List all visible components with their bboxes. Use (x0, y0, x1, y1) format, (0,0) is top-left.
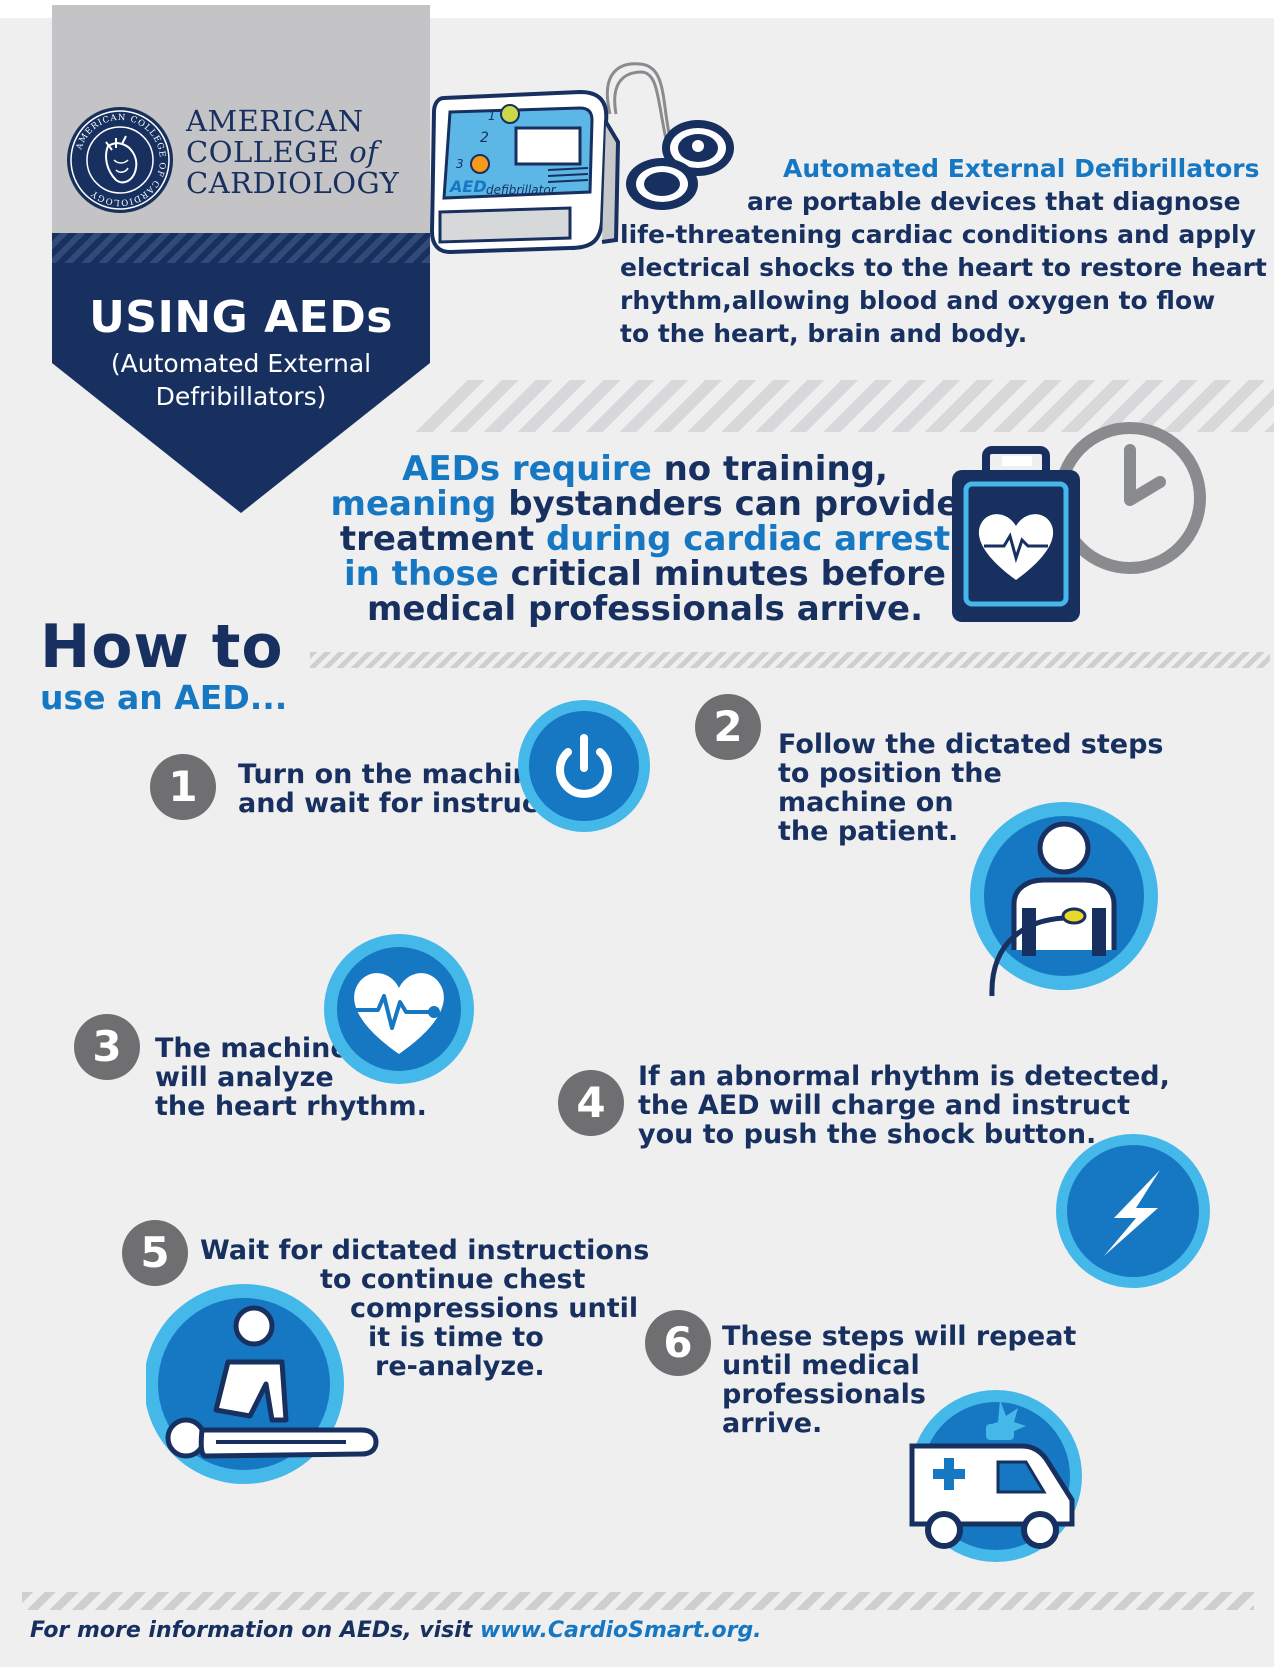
cpr-icon (146, 1284, 379, 1484)
svg-text:defibrillator: defibrillator (486, 183, 557, 197)
org-name-line3: CARDIOLOGY (186, 166, 400, 200)
power-icon (518, 700, 650, 832)
svg-text:2: 2 (480, 130, 489, 146)
step-3-text: The machine will analyze the heart rhyth… (155, 1033, 427, 1122)
step-2-text: Follow the dictated steps to position th… (778, 729, 1164, 847)
svg-text:3: 3 (456, 157, 464, 171)
page-subtitle: (Automated External Defribillators) (110, 349, 372, 411)
patient-pads-icon (970, 802, 1158, 997)
step-5-number: 5 (122, 1220, 188, 1286)
howto-subtitle: use an AED... (40, 678, 288, 717)
step-2-number: 2 (695, 694, 761, 760)
step-6-text: These steps will repeat until medical pr… (722, 1321, 1077, 1439)
step-5-text: Wait for dictated instructions to contin… (200, 1235, 650, 1382)
aed-kit-clock-icon (952, 422, 1206, 622)
step-6-number: 6 (645, 1310, 711, 1376)
training-statement: AEDs require no training, meaning bystan… (330, 449, 960, 629)
heart-rhythm-icon (324, 934, 474, 1084)
step-4-number: 4 (558, 1070, 624, 1136)
page-title: USING AEDs (89, 292, 393, 343)
svg-text:1: 1 (488, 109, 496, 123)
aed-device-illustration: 1 2 3 AED defibrillator (430, 62, 734, 255)
banner-stripe (52, 233, 430, 263)
howto-title: How to (40, 612, 284, 682)
footer-note: For more information on AEDs, visit www.… (30, 1618, 762, 1643)
ambulance-icon (909, 1390, 1082, 1562)
svg-text:AED: AED (448, 177, 487, 196)
org-name-line2: COLLEGE of (186, 135, 379, 169)
acc-seal-icon: AMERICAN COLLEGE OF CARDIOLOGY (67, 107, 173, 213)
org-name-line1: AMERICAN (186, 104, 364, 138)
step-4-text: If an abnormal rhythm is detected, the A… (638, 1061, 1170, 1150)
footer-divider (22, 1592, 1254, 1610)
cardiosmart-link[interactable]: www.CardioSmart.org. (479, 1618, 762, 1643)
howto-divider (310, 652, 1270, 668)
step-1-number: 1 (150, 754, 216, 820)
intro-paragraph: Automated External Defibrillators are po… (620, 154, 1267, 348)
org-name: AMERICAN COLLEGE of CARDIOLOGY (186, 106, 399, 199)
step-3-number: 3 (74, 1014, 140, 1080)
lightning-icon (1056, 1134, 1210, 1288)
